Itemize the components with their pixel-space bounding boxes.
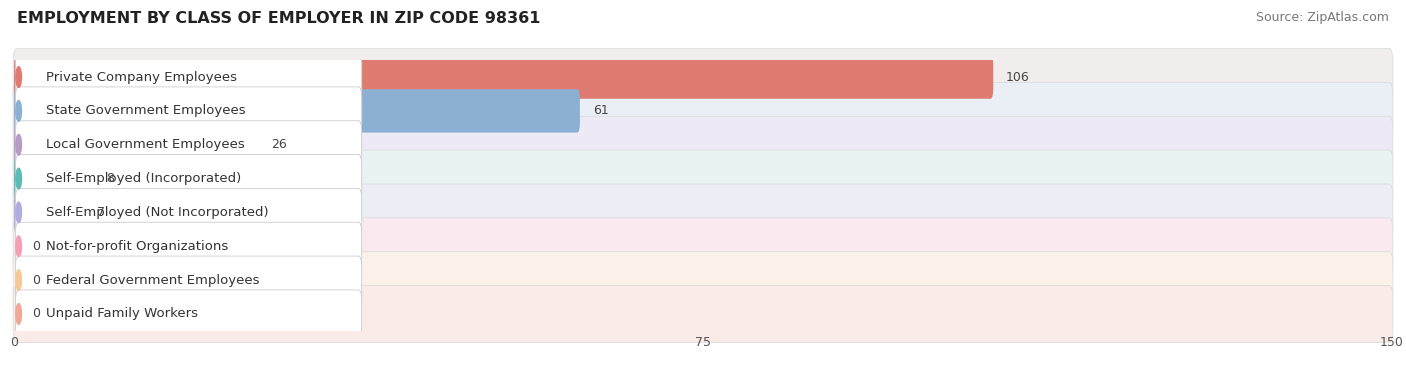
FancyBboxPatch shape: [15, 188, 361, 237]
FancyBboxPatch shape: [15, 53, 361, 101]
Circle shape: [15, 67, 21, 88]
Text: 7: 7: [97, 206, 104, 219]
Circle shape: [15, 303, 21, 324]
Text: 0: 0: [32, 240, 41, 253]
Text: 26: 26: [271, 138, 287, 151]
Text: EMPLOYMENT BY CLASS OF EMPLOYER IN ZIP CODE 98361: EMPLOYMENT BY CLASS OF EMPLOYER IN ZIP C…: [17, 11, 540, 26]
FancyBboxPatch shape: [14, 191, 84, 234]
Text: Local Government Employees: Local Government Employees: [46, 138, 245, 151]
Text: Federal Government Employees: Federal Government Employees: [46, 274, 260, 287]
Text: Source: ZipAtlas.com: Source: ZipAtlas.com: [1256, 11, 1389, 24]
FancyBboxPatch shape: [14, 55, 993, 99]
FancyBboxPatch shape: [13, 218, 1393, 275]
FancyBboxPatch shape: [15, 121, 361, 169]
Text: 0: 0: [32, 308, 41, 320]
Text: State Government Employees: State Government Employees: [46, 105, 246, 117]
Text: Unpaid Family Workers: Unpaid Family Workers: [46, 308, 198, 320]
FancyBboxPatch shape: [13, 82, 1393, 139]
Circle shape: [15, 134, 21, 155]
Circle shape: [15, 168, 21, 189]
Circle shape: [15, 270, 21, 291]
FancyBboxPatch shape: [13, 116, 1393, 173]
Circle shape: [15, 100, 21, 121]
Text: Self-Employed (Incorporated): Self-Employed (Incorporated): [46, 172, 242, 185]
Text: Self-Employed (Not Incorporated): Self-Employed (Not Incorporated): [46, 206, 269, 219]
Circle shape: [15, 202, 21, 223]
FancyBboxPatch shape: [15, 256, 361, 304]
FancyBboxPatch shape: [15, 87, 361, 135]
Circle shape: [15, 236, 21, 257]
Text: 8: 8: [105, 172, 114, 185]
FancyBboxPatch shape: [13, 150, 1393, 207]
Text: 0: 0: [32, 274, 41, 287]
FancyBboxPatch shape: [13, 184, 1393, 241]
Text: Private Company Employees: Private Company Employees: [46, 71, 238, 83]
FancyBboxPatch shape: [15, 222, 361, 270]
Text: 106: 106: [1007, 71, 1029, 83]
FancyBboxPatch shape: [15, 155, 361, 203]
Text: Not-for-profit Organizations: Not-for-profit Organizations: [46, 240, 228, 253]
FancyBboxPatch shape: [13, 252, 1393, 309]
Text: 61: 61: [593, 105, 609, 117]
FancyBboxPatch shape: [15, 290, 361, 338]
FancyBboxPatch shape: [13, 285, 1393, 343]
FancyBboxPatch shape: [14, 123, 259, 167]
FancyBboxPatch shape: [14, 157, 93, 200]
FancyBboxPatch shape: [13, 49, 1393, 106]
FancyBboxPatch shape: [14, 89, 579, 133]
